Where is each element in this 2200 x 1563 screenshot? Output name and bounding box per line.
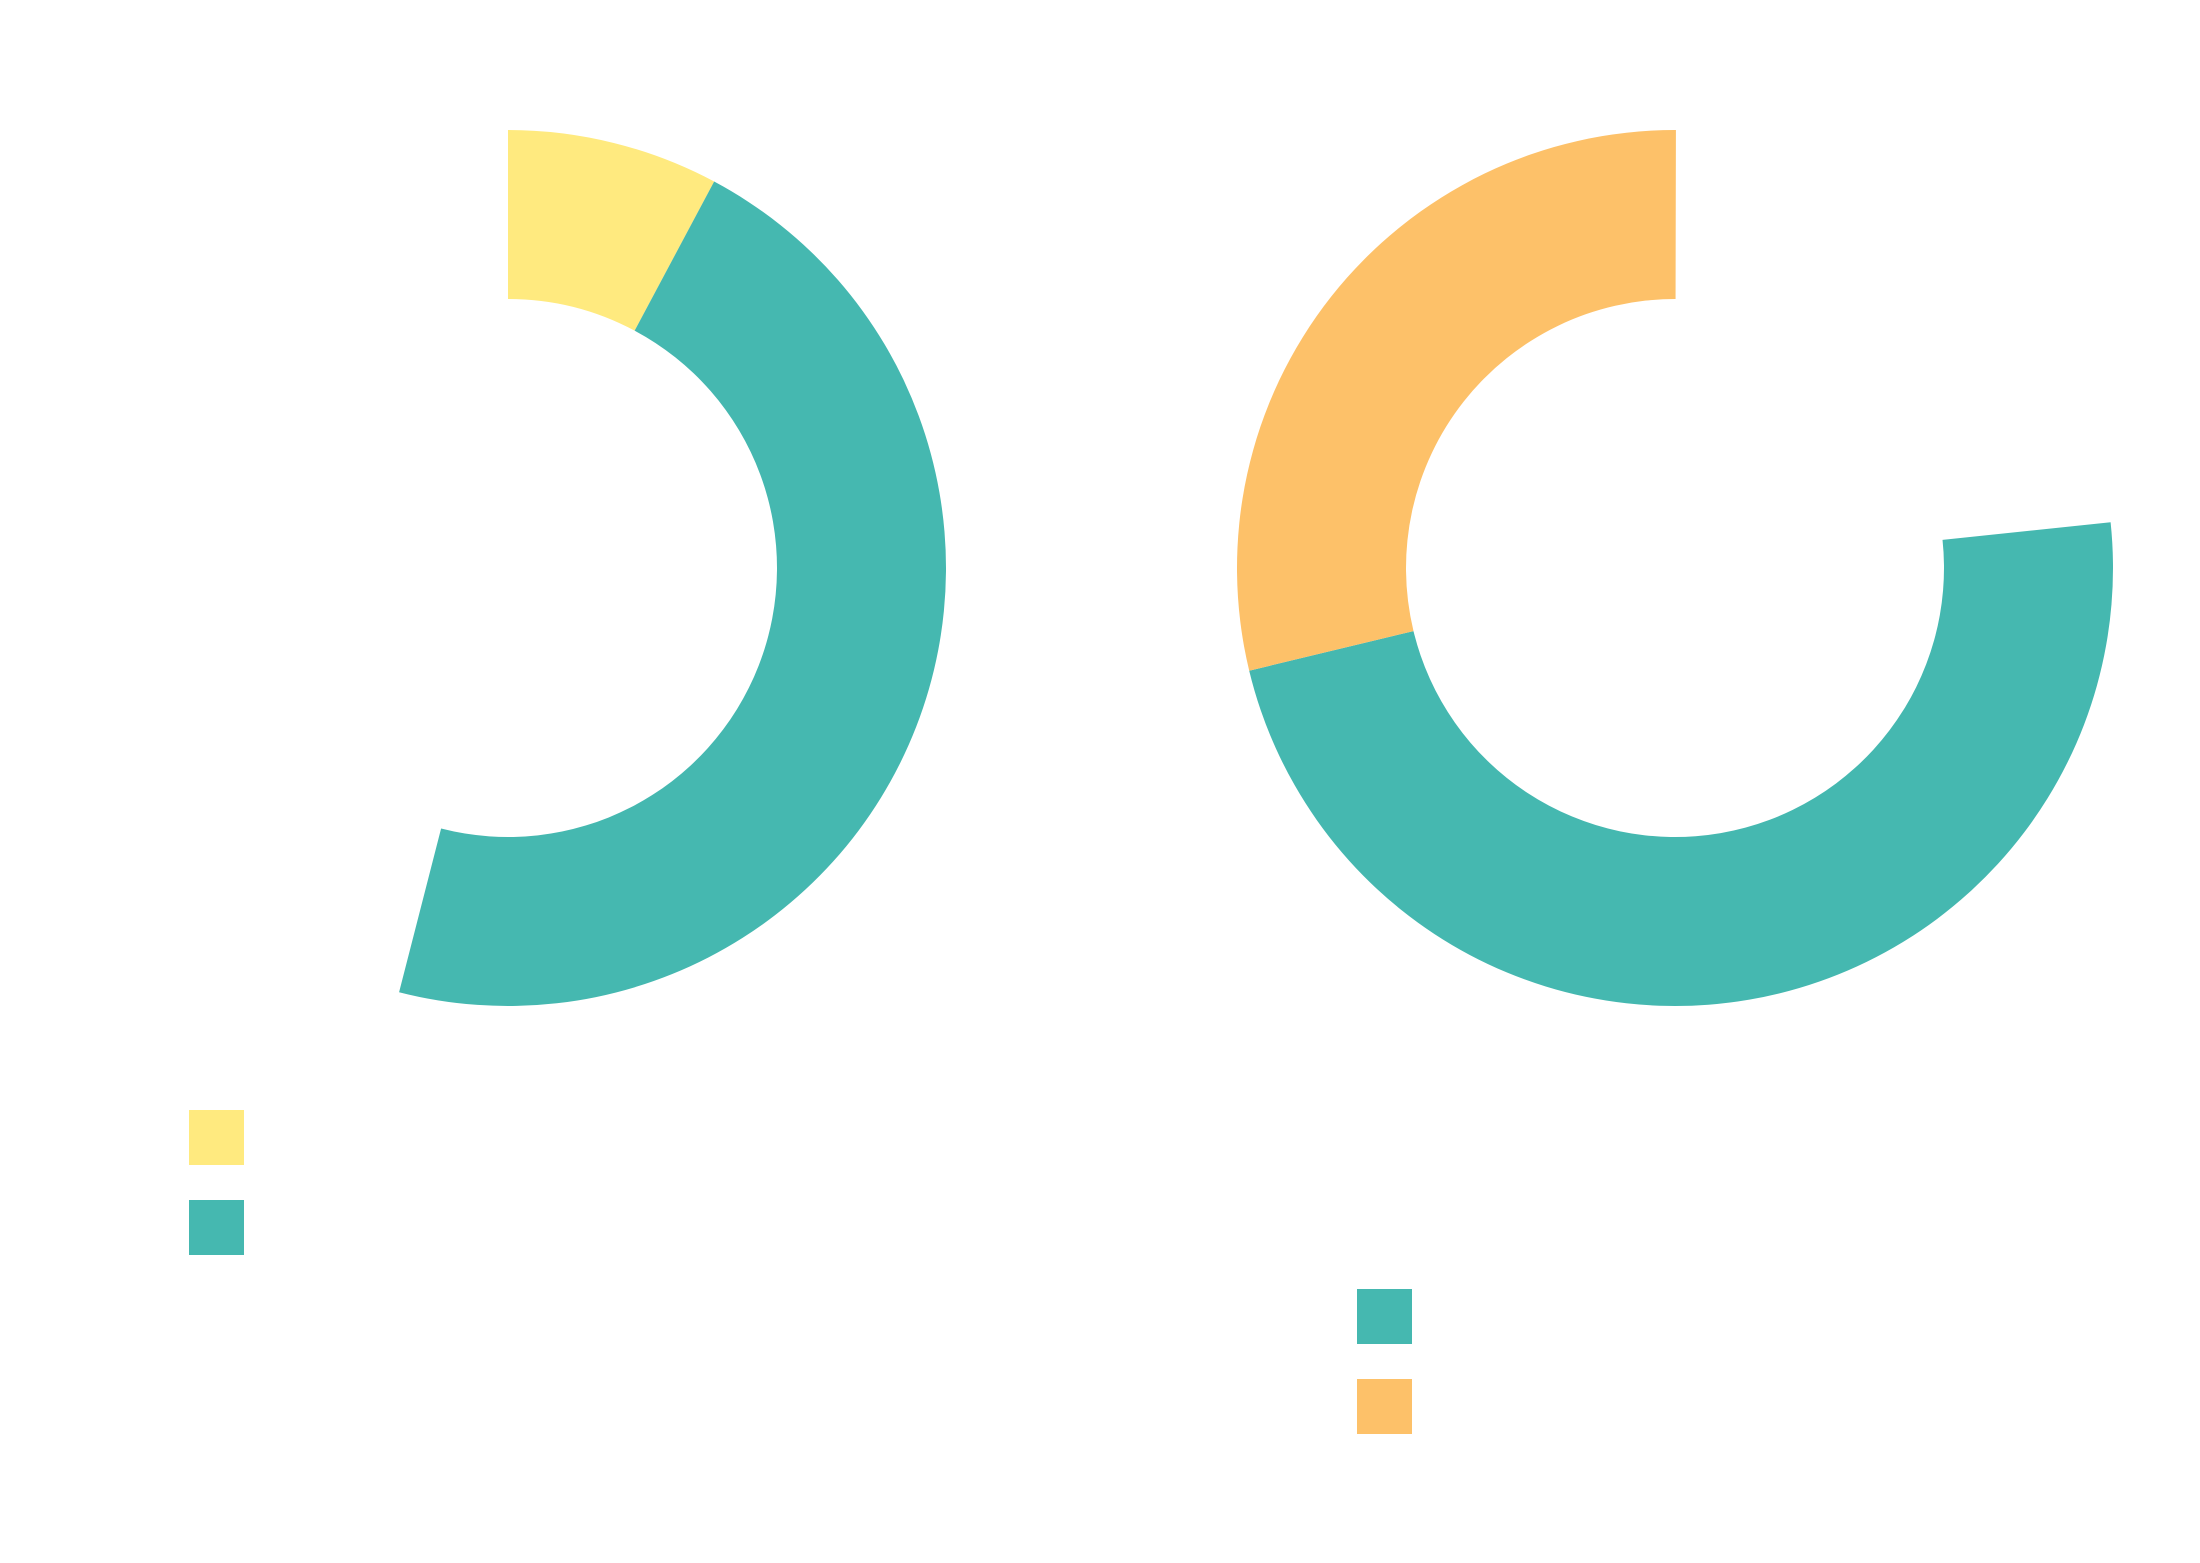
donut-slice	[1237, 130, 1676, 671]
legend-swatch	[1357, 1289, 1412, 1344]
legend-swatch	[189, 1200, 244, 1255]
donut-slice	[399, 181, 947, 1007]
legend-swatch	[1357, 1379, 1412, 1434]
legend-swatch	[189, 1110, 244, 1165]
donut-slice	[1249, 522, 2113, 1007]
donut-slice	[508, 130, 715, 331]
